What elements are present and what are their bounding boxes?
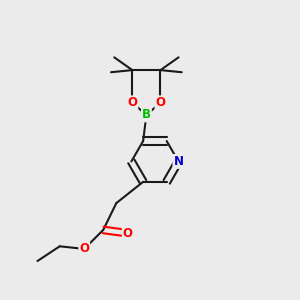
Text: N: N [173, 155, 184, 168]
Text: B: B [142, 108, 151, 122]
Text: O: O [123, 227, 133, 240]
Text: O: O [79, 242, 89, 255]
Text: O: O [127, 96, 137, 109]
Text: O: O [155, 96, 166, 109]
